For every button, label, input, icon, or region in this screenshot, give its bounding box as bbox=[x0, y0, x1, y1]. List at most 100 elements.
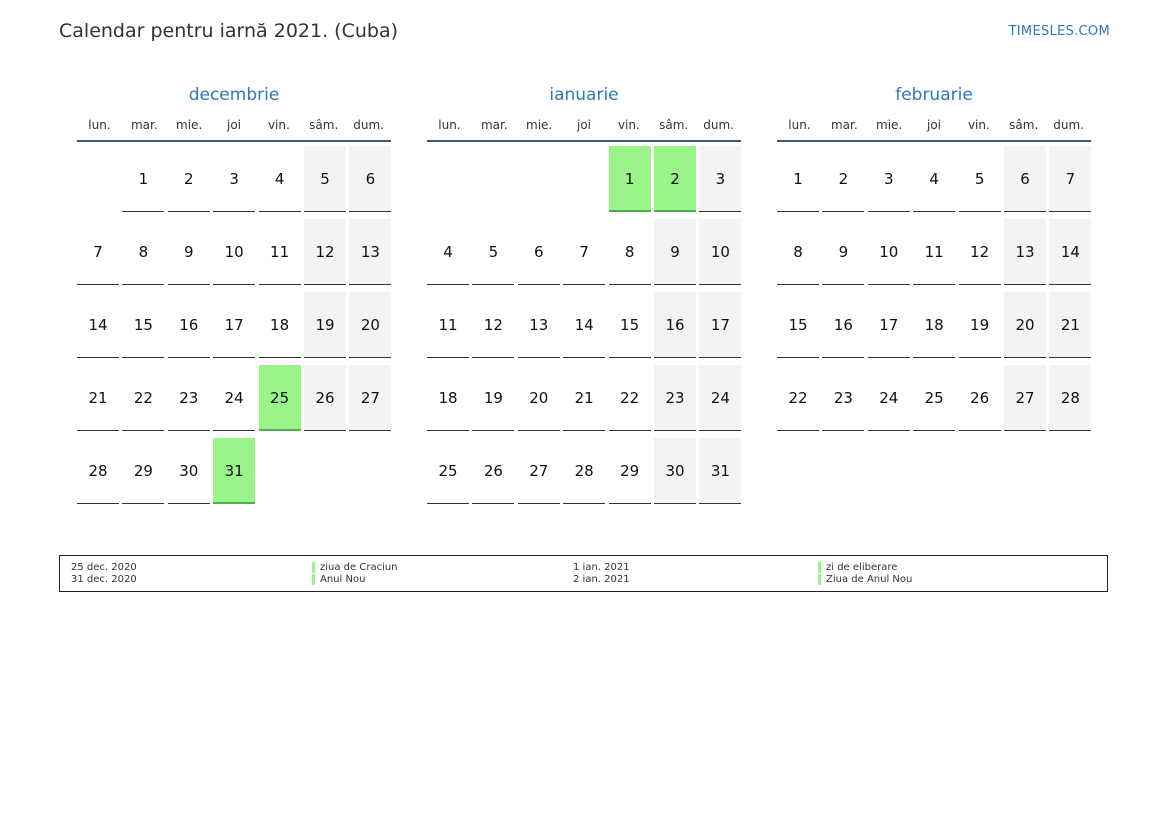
day-cell: 12 bbox=[958, 219, 1001, 285]
legend-name: ziua de Craciun bbox=[320, 562, 398, 573]
month-name: ianuarie bbox=[549, 85, 619, 105]
day-cell: 11 bbox=[427, 292, 469, 358]
weekday-header: lun. mar. mie. joi vin. sâm. dum. bbox=[427, 114, 741, 142]
day-cell: 8 bbox=[777, 219, 819, 285]
month-februarie: februarie lun. mar. mie. joi vin. sâm. dum. 1 2 3 4… bbox=[776, 82, 1092, 431]
day-cell: 16 bbox=[654, 292, 696, 358]
day-cell: 13 bbox=[517, 292, 560, 358]
day-cell: 13 bbox=[1004, 219, 1046, 285]
day-cell: 26 bbox=[958, 365, 1001, 431]
weekday-label: sâm. bbox=[659, 118, 689, 132]
legend-date: 31 dec. 2020 bbox=[71, 574, 137, 585]
month-name: februarie bbox=[895, 85, 973, 105]
day-cell: 1 bbox=[777, 146, 819, 212]
day-cell: 10 bbox=[867, 219, 910, 285]
legend-item: Anul Nou bbox=[312, 574, 398, 586]
day-cell: 30 bbox=[654, 438, 696, 504]
day-cell: 22 bbox=[777, 365, 819, 431]
weekday-header: lun. mar. mie. joi vin. sâm. dum. bbox=[777, 114, 1091, 142]
month-decembrie: decembrie lun. mar. mie. joi vin. sâm. dum. 1 2 3 4… bbox=[76, 82, 392, 504]
day-cell: 24 bbox=[699, 365, 742, 431]
holiday-color-swatch bbox=[818, 562, 821, 573]
day-cell: 11 bbox=[913, 219, 956, 285]
weekday-label: joi bbox=[577, 118, 592, 132]
day-cell: 9 bbox=[654, 219, 696, 285]
day-cell: 9 bbox=[167, 219, 210, 285]
day-cell: 29 bbox=[608, 438, 651, 504]
legend-names-jan: zi de eliberare Ziua de Anul Nou bbox=[818, 562, 912, 586]
weekday-label: mie. bbox=[176, 118, 203, 132]
day-cell: 23 bbox=[654, 365, 696, 431]
day-cell: 5 bbox=[958, 146, 1001, 212]
day-cell: 9 bbox=[822, 219, 865, 285]
legend-names-dec: ziua de Craciun Anul Nou bbox=[312, 562, 398, 586]
day-cell: 1 bbox=[122, 146, 165, 212]
day-cell: 8 bbox=[122, 219, 165, 285]
day-cell: 4 bbox=[913, 146, 956, 212]
page-title: Calendar pentru iarnă 2021. (Cuba) bbox=[59, 20, 399, 42]
day-cell: 18 bbox=[427, 365, 469, 431]
weekday-label: mie. bbox=[876, 118, 903, 132]
weekday-label: lun. bbox=[88, 118, 111, 132]
holiday-day-cell: 2 bbox=[654, 146, 696, 212]
weekday-label: mar. bbox=[130, 118, 158, 132]
day-cell: 20 bbox=[349, 292, 392, 358]
day-cell: 27 bbox=[517, 438, 560, 504]
day-cell: 26 bbox=[472, 438, 515, 504]
legend-item: Ziua de Anul Nou bbox=[818, 574, 912, 586]
weekday-label: joi bbox=[227, 118, 242, 132]
day-cell: 15 bbox=[608, 292, 651, 358]
day-cell: 5 bbox=[304, 146, 346, 212]
day-cell: 29 bbox=[122, 438, 165, 504]
weekday-label: vin. bbox=[267, 118, 290, 132]
month-ianuarie: ianuarie lun. mar. mie. joi vin. sâm. dum. 1 2 3 4 5… bbox=[426, 82, 742, 504]
day-cell: 6 bbox=[1004, 146, 1046, 212]
day-cell: 2 bbox=[167, 146, 210, 212]
legend-name: Anul Nou bbox=[320, 574, 366, 585]
holiday-color-swatch bbox=[818, 574, 821, 585]
day-cell: 2 bbox=[822, 146, 865, 212]
day-cell: 7 bbox=[1049, 146, 1092, 212]
day-cell: 30 bbox=[167, 438, 210, 504]
day-cell: 19 bbox=[304, 292, 346, 358]
day-cell: 21 bbox=[563, 365, 606, 431]
holiday-day-cell: 25 bbox=[258, 365, 301, 431]
day-cell: 10 bbox=[699, 219, 742, 285]
legend-date: 1 ian. 2021 bbox=[573, 562, 630, 573]
weekday-header: lun. mar. mie. joi vin. sâm. dum. bbox=[77, 114, 391, 142]
day-cell: 14 bbox=[1049, 219, 1092, 285]
day-cell: 3 bbox=[699, 146, 742, 212]
holiday-legend: 25 dec. 2020 31 dec. 2020 ziua de Craciu… bbox=[59, 555, 1108, 592]
legend-dates-jan: 1 ian. 2021 2 ian. 2021 bbox=[573, 562, 630, 586]
holiday-day-cell: 1 bbox=[608, 146, 651, 212]
holiday-color-swatch bbox=[312, 562, 315, 573]
weekday-label: mar. bbox=[830, 118, 858, 132]
day-cell: 16 bbox=[167, 292, 210, 358]
day-cell: 25 bbox=[427, 438, 469, 504]
day-cell: 6 bbox=[349, 146, 392, 212]
day-cell: 7 bbox=[563, 219, 606, 285]
day-cell: 4 bbox=[258, 146, 301, 212]
day-cell: 17 bbox=[699, 292, 742, 358]
day-cell: 7 bbox=[77, 219, 119, 285]
legend-item: zi de eliberare bbox=[818, 562, 912, 574]
day-cell: 25 bbox=[913, 365, 956, 431]
weekday-label: sâm. bbox=[309, 118, 339, 132]
day-cell: 23 bbox=[167, 365, 210, 431]
legend-dates-dec: 25 dec. 2020 31 dec. 2020 bbox=[71, 562, 137, 586]
day-cell: 28 bbox=[77, 438, 119, 504]
day-cell: 3 bbox=[213, 146, 256, 212]
weekday-label: dum. bbox=[353, 118, 384, 132]
weekday-label: mar. bbox=[480, 118, 508, 132]
weekday-label: vin. bbox=[967, 118, 990, 132]
day-cell: 17 bbox=[213, 292, 256, 358]
weekday-label: mie. bbox=[526, 118, 553, 132]
legend-date: 25 dec. 2020 bbox=[71, 562, 137, 573]
day-cell: 18 bbox=[258, 292, 301, 358]
weekday-label: lun. bbox=[438, 118, 461, 132]
legend-item: ziua de Craciun bbox=[312, 562, 398, 574]
day-cell: 15 bbox=[777, 292, 819, 358]
weekday-label: joi bbox=[927, 118, 942, 132]
day-cell: 19 bbox=[958, 292, 1001, 358]
brand-link[interactable]: TIMESLES.COM bbox=[1008, 24, 1110, 39]
